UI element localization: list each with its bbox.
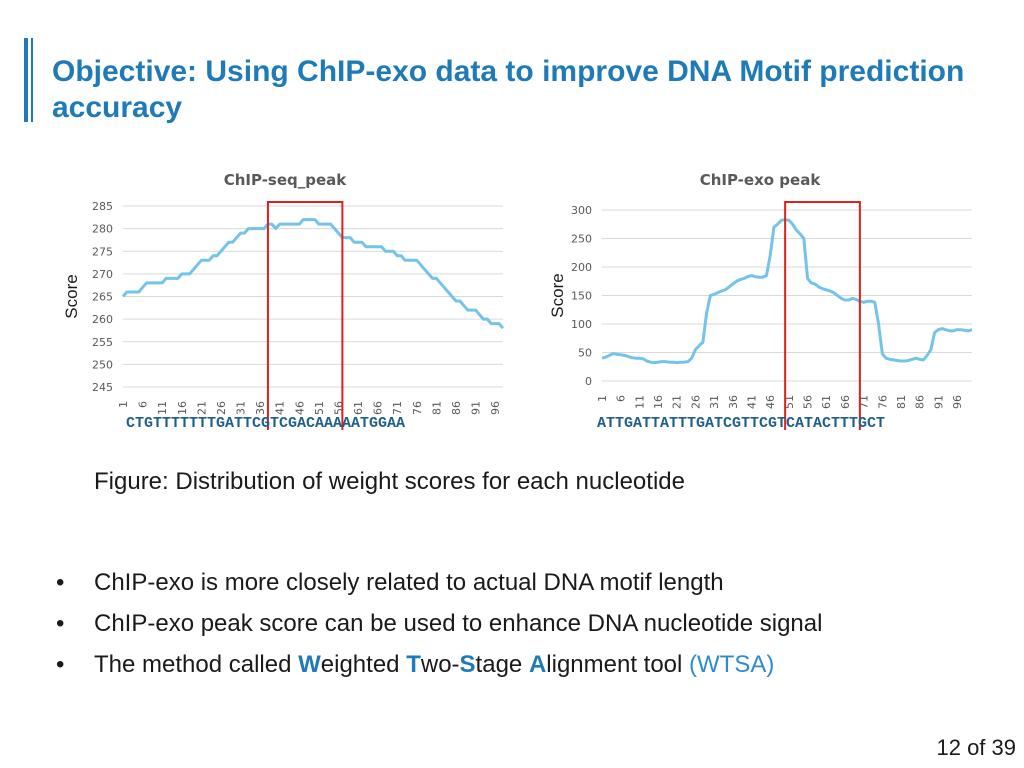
highlight-box [266, 201, 344, 430]
series-line [601, 218, 973, 365]
x-tick-label: 21 [195, 401, 208, 415]
chip-seq-peak-chart: ChIP-seq_peak 245 250 255 260 265 270 275 280 28… [60, 165, 510, 430]
y-tick-label: 250 [571, 233, 592, 246]
x-tick-label: 86 [450, 401, 463, 415]
x-tick-label: 36 [254, 401, 267, 415]
bullet-dot: • [56, 610, 65, 637]
x-tick-label: 76 [876, 395, 889, 409]
y-axis-label: Score [548, 273, 567, 317]
y-tick-label: 150 [571, 290, 592, 303]
y-tick-label: 245 [92, 381, 113, 394]
x-tick-label: 61 [352, 401, 365, 415]
x-tick-label: 36 [727, 395, 740, 409]
x-tick-label: 6 [615, 395, 628, 402]
x-tick-label: 91 [470, 401, 483, 415]
x-tick-label: 76 [411, 401, 424, 415]
acronym-letter-a: A [528, 651, 547, 678]
y-tick-label: 270 [92, 268, 113, 281]
y-tick-label: 275 [92, 245, 113, 258]
series-line [121, 218, 505, 330]
y-tick-label: 260 [92, 313, 113, 326]
chip-seq-chart-title: ChIP-seq_peak [223, 171, 347, 189]
y-tick-label: 200 [571, 261, 592, 274]
x-tick-label: 91 [932, 395, 945, 409]
x-tick-label: 16 [176, 401, 189, 415]
chip-seq-sequence: CTGTTTTTTTGATTCGTCGACAAAAATGGAA [126, 415, 406, 432]
chip-exo-peak-chart: ChIP-exo peak 0 50 100 150 200 250 300 1 6 11 16 21… [540, 165, 980, 430]
x-tick-label: 41 [274, 401, 287, 415]
x-tick-label: 56 [332, 401, 345, 415]
x-tick-label: 51 [313, 401, 326, 415]
slide-title: Objective: Using ChIP-exo data to improv… [52, 55, 965, 124]
x-tick-label: 96 [951, 395, 964, 409]
x-tick-label: 26 [689, 395, 702, 409]
x-tick-label: 26 [215, 401, 228, 415]
acronym-letter-t: T [406, 651, 421, 678]
y-tick-label: 0 [585, 375, 592, 388]
bullet-item: • The method called Weighted Two-Stage A… [56, 644, 996, 685]
x-tick-label: 31 [708, 395, 721, 409]
y-tick-label: 250 [92, 358, 113, 371]
x-tick-label: 66 [372, 401, 385, 415]
x-tick-label: 11 [633, 395, 646, 409]
page-number: 12 of 39 [936, 735, 1016, 760]
acronym-letter-s: S [459, 651, 476, 678]
y-tick-label: 50 [578, 347, 592, 360]
y-tick-label: 280 [92, 223, 113, 236]
x-tick-label: 81 [895, 395, 908, 409]
x-tick-label: 56 [802, 395, 815, 409]
x-tick-label: 61 [820, 395, 833, 409]
x-tick-label: 31 [235, 401, 248, 415]
y-tick-label: 285 [92, 200, 113, 213]
y-tick-label: 100 [571, 318, 592, 331]
x-tick-label: 21 [671, 395, 684, 409]
x-tick-label: 46 [293, 401, 306, 415]
title-accent-bar-thick [24, 38, 28, 122]
y-axis-label: Score [62, 274, 81, 318]
figure-caption: Figure: Distribution of weight scores fo… [94, 468, 685, 495]
bullet-text-part: wo- [420, 651, 460, 678]
x-tick-label: 96 [489, 401, 502, 415]
x-tick-label: 41 [745, 395, 758, 409]
y-tick-label: 255 [92, 336, 113, 349]
title-accent-bar [24, 38, 34, 122]
bullet-text-prefix: The method called [94, 651, 299, 678]
bullet-dot: • [56, 569, 65, 596]
x-tick-label: 16 [652, 395, 665, 409]
y-tick-label: 300 [571, 204, 592, 217]
x-tick-label: 81 [430, 401, 443, 415]
highlight-box [784, 201, 861, 430]
x-tick-label: 6 [137, 401, 150, 408]
x-tick-label: 46 [764, 395, 777, 409]
bullet-list: • ChIP-exo is more closely related to ac… [56, 562, 996, 685]
chip-exo-chart-title: ChIP-exo peak [699, 171, 821, 189]
bullet-dot: • [56, 651, 65, 678]
x-tick-label: 11 [156, 401, 169, 415]
x-tick-label: 71 [391, 401, 404, 415]
x-tick-label: 66 [839, 395, 852, 409]
x-tick-label: 1 [596, 395, 609, 402]
chip-exo-sequence: ATTGATTATTTGATCGTTCGTCATACTTTGCT [597, 415, 886, 432]
title-accent-bar-thin [31, 38, 33, 122]
bullet-text-part: lignment tool [546, 651, 690, 678]
bullet-item: • ChIP-exo peak score can be used to enh… [56, 603, 996, 644]
x-tick-label: 1 [117, 401, 130, 408]
acronym-letter-w: W [298, 651, 321, 678]
bullet-text: ChIP-exo peak score can be used to enhan… [94, 610, 823, 637]
y-tick-label: 265 [92, 291, 113, 304]
bullet-text: ChIP-exo is more closely related to actu… [94, 569, 724, 596]
bullet-item: • ChIP-exo is more closely related to ac… [56, 562, 996, 603]
bullet-text-part: tage [475, 651, 529, 678]
bullet-text-part: eighted [320, 651, 407, 678]
x-tick-label: 86 [914, 395, 927, 409]
wtsa-acronym: (WTSA) [689, 651, 775, 678]
